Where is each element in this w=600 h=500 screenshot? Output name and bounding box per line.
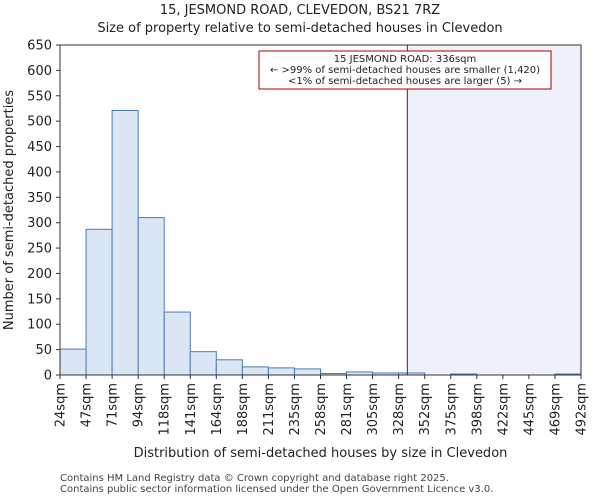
xtick-label-305sqm: 305sqm bbox=[366, 383, 381, 436]
xtick-label-352sqm: 352sqm bbox=[418, 383, 433, 436]
xtick-label-445sqm: 445sqm bbox=[522, 383, 537, 436]
ytick-label-500: 500 bbox=[27, 115, 52, 130]
bar-24sqm bbox=[59, 348, 87, 376]
chart-title: 15, JESMOND ROAD, CLEVEDON, BS21 7RZ bbox=[159, 3, 441, 18]
ytick-label-100: 100 bbox=[27, 318, 52, 333]
bar-235sqm bbox=[293, 368, 322, 376]
annotation-line-1: 15 JESMOND ROAD: 336sqm bbox=[334, 54, 477, 65]
ytick-label-50: 50 bbox=[35, 343, 52, 358]
xtick-label-258sqm: 258sqm bbox=[314, 383, 329, 436]
xtick-label-492sqm: 492sqm bbox=[575, 383, 590, 436]
bar-71sqm bbox=[111, 109, 139, 376]
ytick-label-600: 600 bbox=[27, 64, 52, 79]
bar-164sqm bbox=[215, 359, 243, 376]
xtick-label-469sqm: 469sqm bbox=[548, 383, 563, 436]
xtick-label-398sqm: 398sqm bbox=[470, 383, 485, 436]
ytick-label-250: 250 bbox=[27, 242, 52, 257]
xtick-label-211sqm: 211sqm bbox=[262, 383, 277, 436]
xtick-label-47sqm: 47sqm bbox=[80, 383, 95, 427]
highlight-region bbox=[407, 45, 581, 375]
bar-118sqm bbox=[163, 311, 191, 376]
ytick-label-0: 0 bbox=[44, 369, 52, 384]
footer-copyright: Contains HM Land Registry data © Crown c… bbox=[60, 473, 449, 484]
bar-141sqm bbox=[189, 351, 217, 376]
chart-subtitle: Size of property relative to semi-detach… bbox=[97, 21, 503, 36]
ytick-label-400: 400 bbox=[27, 165, 52, 180]
annotation-line-2: ← >99% of semi-detached houses are small… bbox=[270, 65, 540, 76]
xtick-label-94sqm: 94sqm bbox=[132, 383, 147, 427]
bar-47sqm bbox=[85, 228, 113, 376]
x-axis-title: Distribution of semi-detached houses by … bbox=[134, 446, 508, 461]
ytick-label-150: 150 bbox=[27, 292, 52, 307]
annotation-line-3: <1% of semi-detached houses are larger (… bbox=[288, 76, 522, 87]
ytick-label-350: 350 bbox=[27, 191, 52, 206]
bar-94sqm bbox=[137, 217, 165, 376]
ytick-label-200: 200 bbox=[27, 267, 52, 282]
xtick-label-164sqm: 164sqm bbox=[210, 383, 225, 436]
footer-licence: Contains public sector information licen… bbox=[60, 484, 494, 495]
bar-211sqm bbox=[267, 367, 295, 376]
ytick-label-300: 300 bbox=[27, 216, 52, 231]
bar-188sqm bbox=[241, 366, 269, 376]
xtick-label-375sqm: 375sqm bbox=[444, 383, 459, 436]
xtick-label-141sqm: 141sqm bbox=[184, 383, 199, 436]
xtick-label-71sqm: 71sqm bbox=[106, 383, 121, 427]
ytick-label-550: 550 bbox=[27, 89, 52, 104]
ytick-label-650: 650 bbox=[27, 39, 52, 54]
xtick-label-328sqm: 328sqm bbox=[392, 383, 407, 436]
ytick-label-450: 450 bbox=[27, 140, 52, 155]
xtick-label-422sqm: 422sqm bbox=[496, 383, 511, 436]
xtick-label-281sqm: 281sqm bbox=[340, 383, 355, 436]
annotation-box bbox=[258, 50, 552, 90]
xtick-label-24sqm: 24sqm bbox=[54, 383, 69, 427]
xtick-label-235sqm: 235sqm bbox=[288, 383, 303, 436]
xtick-label-188sqm: 188sqm bbox=[236, 383, 251, 436]
xtick-label-118sqm: 118sqm bbox=[158, 383, 173, 436]
y-axis-title: Number of semi-detached properties bbox=[2, 90, 17, 330]
